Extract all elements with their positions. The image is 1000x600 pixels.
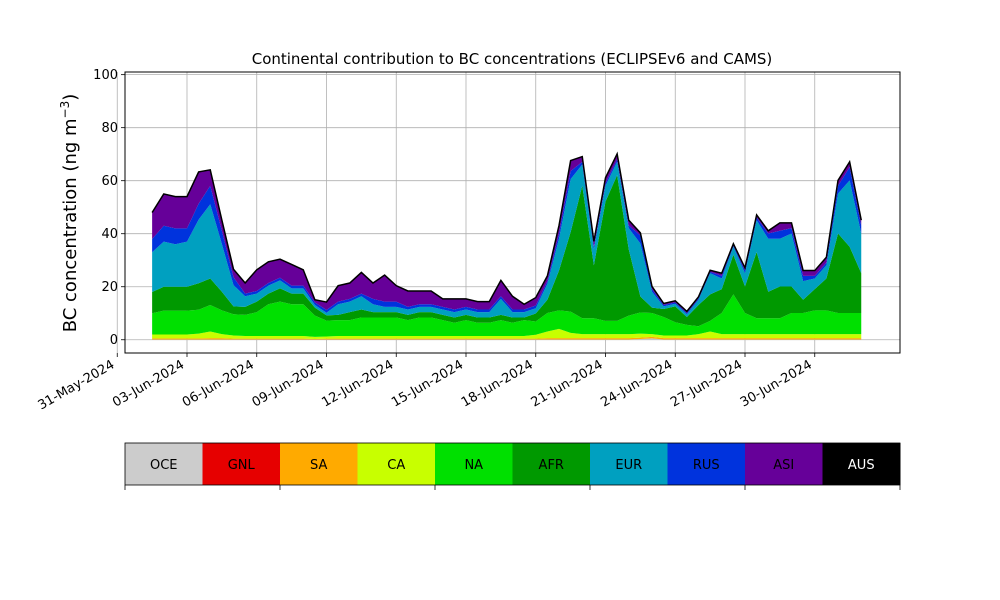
legend-swatch-eur	[590, 443, 668, 485]
legend-swatch-sa	[280, 443, 358, 485]
legend-swatch-aus	[822, 443, 901, 485]
area-oce	[152, 338, 862, 340]
y-axis: 0 20 40 60 80 100	[93, 68, 125, 348]
y-tick-label: 100	[93, 68, 118, 83]
legend-swatch-rus	[667, 443, 746, 485]
legend-label-ca: CA	[387, 458, 405, 473]
stacked-areas	[152, 153, 862, 340]
total-line	[151, 151, 862, 313]
legend-swatch-ca	[357, 443, 436, 485]
y-tick-label: 20	[101, 280, 118, 295]
area-sa	[152, 336, 862, 340]
area-ca	[152, 328, 862, 339]
legend-swatch-asi	[745, 443, 823, 485]
legend-frame	[124, 442, 901, 486]
y-tick-label: 60	[101, 174, 118, 189]
area-na	[152, 294, 862, 337]
plot-frame	[124, 71, 901, 354]
y-tick-label: 0	[110, 333, 118, 348]
legend-label-sa: SA	[310, 458, 327, 473]
y-tick-label: 80	[101, 121, 118, 136]
legend-label-afr: AFR	[539, 458, 564, 473]
legend-label-gnl: GNL	[228, 458, 256, 473]
legend-swatch-oce	[125, 443, 203, 485]
legend-label-na: NA	[464, 458, 483, 473]
legend-label-asi: ASI	[773, 458, 794, 473]
y-tick-label: 40	[101, 227, 118, 242]
y-axis-label: BC concentration (ng m−3)	[58, 94, 81, 333]
legend-swatch-gnl	[202, 443, 281, 485]
legend-label-aus: AUS	[848, 458, 875, 473]
legend-label-oce: OCE	[150, 458, 178, 473]
legend-swatch-afr	[512, 443, 591, 485]
total-line-layer	[151, 151, 862, 313]
area-afr	[152, 175, 862, 327]
legend-colorbar: OCE GNL SA CA NA AFR EUR RUS ASI AUS	[124, 442, 901, 490]
legend-swatch-na	[435, 443, 513, 485]
legend-label-eur: EUR	[615, 458, 642, 473]
legend-label-rus: RUS	[693, 458, 720, 473]
chart-title: Continental contribution to BC concentra…	[252, 50, 773, 68]
